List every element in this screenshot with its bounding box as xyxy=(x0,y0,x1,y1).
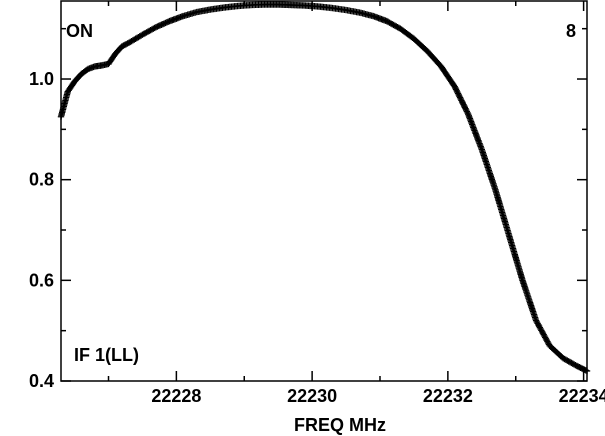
y-tick-label: 0.4 xyxy=(29,371,54,391)
x-tick-label: 22230 xyxy=(287,386,337,406)
axis-tick-labels: 22228 22230 22232 22234 0.4 0.6 0.8 1.0 xyxy=(29,69,605,406)
data-point-marker xyxy=(464,109,471,117)
plot-frame xyxy=(60,0,588,382)
x-tick-label: 22232 xyxy=(423,386,473,406)
y-tick-label: 1.0 xyxy=(29,69,54,89)
corner-label-top-left: ON xyxy=(66,21,93,41)
axis-ticks xyxy=(61,1,587,382)
y-tick-label: 0.6 xyxy=(29,270,54,290)
x-axis-title: FREQ MHz xyxy=(294,415,386,435)
x-tick-label: 22228 xyxy=(151,386,201,406)
data-markers xyxy=(57,1,591,375)
corner-label-top-right: 8 xyxy=(566,21,576,41)
corner-label-bottom-left: IF 1(LL) xyxy=(74,345,139,365)
data-point-marker xyxy=(583,367,591,375)
x-tick-label: 22234 xyxy=(559,386,605,406)
y-tick-label: 0.8 xyxy=(29,170,54,190)
